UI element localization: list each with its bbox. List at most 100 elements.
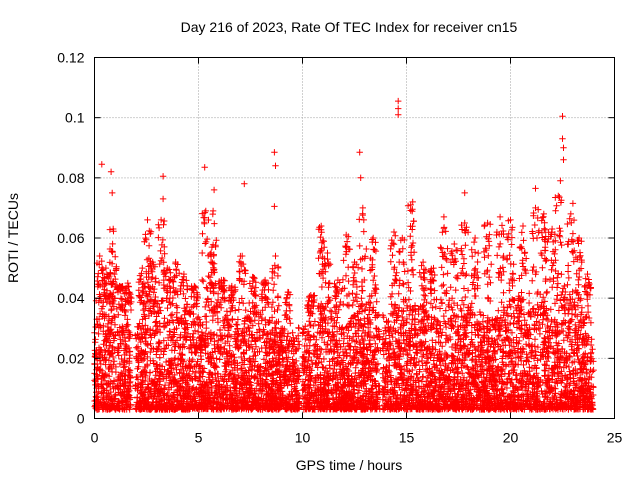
data-point: [495, 332, 502, 340]
data-point: [302, 335, 309, 343]
data-point: [156, 339, 163, 347]
data-point: [300, 354, 308, 362]
data-point: [360, 337, 367, 344]
data-point: [203, 324, 210, 332]
data-point: [439, 329, 446, 336]
data-point: [181, 311, 188, 318]
data-point: [153, 351, 160, 358]
data-point: [429, 304, 436, 311]
data-point: [432, 303, 439, 311]
data-point: [527, 349, 535, 357]
data-point: [429, 337, 436, 344]
data-point: [547, 306, 554, 313]
data-point: [536, 330, 544, 338]
data-point: [511, 314, 518, 322]
data-point: [327, 313, 335, 320]
data-point: [440, 312, 447, 320]
data-point: [258, 317, 265, 324]
data-point: [229, 316, 236, 324]
data-point: [468, 357, 476, 364]
data-point: [152, 319, 159, 326]
data-point: [534, 343, 542, 351]
data-point: [565, 306, 573, 313]
data-point: [589, 346, 596, 353]
data-point: [544, 322, 551, 330]
data-point: [162, 358, 170, 366]
data-point: [382, 347, 390, 354]
data-point: [237, 365, 245, 372]
data-point: [442, 307, 449, 314]
data-point: [203, 318, 210, 326]
data-point: [540, 294, 547, 301]
data-point: [553, 296, 560, 303]
data-point: [404, 367, 411, 374]
data-point: [162, 345, 169, 352]
data-point: [524, 354, 531, 361]
data-point: [545, 354, 552, 362]
data-point: [255, 320, 262, 327]
data-point: [194, 328, 202, 335]
data-point: [216, 356, 223, 363]
data-point: [409, 366, 416, 374]
data-point: [110, 358, 118, 365]
data-point: [438, 299, 446, 306]
data-point: [92, 381, 99, 389]
data-point: [531, 336, 539, 343]
data-point: [222, 339, 229, 347]
data-point: [397, 391, 404, 398]
data-point: [383, 319, 391, 326]
data-point: [252, 343, 260, 350]
data-point: [396, 304, 403, 311]
data-point: [380, 330, 387, 338]
data-point: [234, 316, 242, 323]
data-point: [450, 299, 458, 307]
data-point: [224, 400, 232, 408]
data-point: [161, 315, 168, 322]
data-point: [566, 291, 573, 298]
data-point: [564, 281, 571, 288]
data-point: [308, 357, 315, 364]
data-point: [161, 323, 168, 331]
data-point: [452, 318, 459, 325]
data-point: [92, 336, 99, 343]
data-point: [431, 314, 438, 322]
data-point: [351, 376, 359, 383]
data-point: [108, 317, 115, 324]
data-point: [373, 391, 380, 398]
data-point: [582, 350, 589, 357]
data-point: [389, 333, 396, 341]
data-point: [542, 328, 549, 335]
data-point: [295, 324, 302, 331]
data-point: [587, 319, 595, 326]
data-point: [334, 314, 341, 321]
data-point: [326, 307, 334, 314]
data-point: [420, 351, 427, 359]
data-point: [452, 330, 459, 337]
data-point: [201, 313, 209, 320]
data-point: [110, 377, 118, 384]
chart-title: Day 216 of 2023, Rate Of TEC Index for r…: [181, 19, 518, 35]
data-point: [403, 379, 410, 386]
data-point: [347, 346, 354, 353]
data-point: [454, 302, 461, 309]
data-point: [191, 327, 199, 334]
data-point: [156, 354, 163, 361]
data-point: [436, 305, 444, 312]
data-point: [372, 340, 379, 347]
data-point: [231, 357, 238, 364]
data-point: [442, 320, 449, 327]
data-point: [117, 295, 125, 302]
data-points: [91, 97, 597, 413]
data-point: [299, 362, 307, 369]
data-point: [167, 312, 175, 319]
data-point: [590, 366, 597, 374]
data-point: [313, 347, 320, 355]
data-point: [543, 289, 550, 297]
data-point: [554, 380, 561, 387]
data-point: [311, 318, 319, 325]
data-point: [256, 327, 263, 335]
data-point: [541, 298, 548, 305]
data-point: [284, 330, 292, 337]
data-point: [379, 396, 386, 403]
